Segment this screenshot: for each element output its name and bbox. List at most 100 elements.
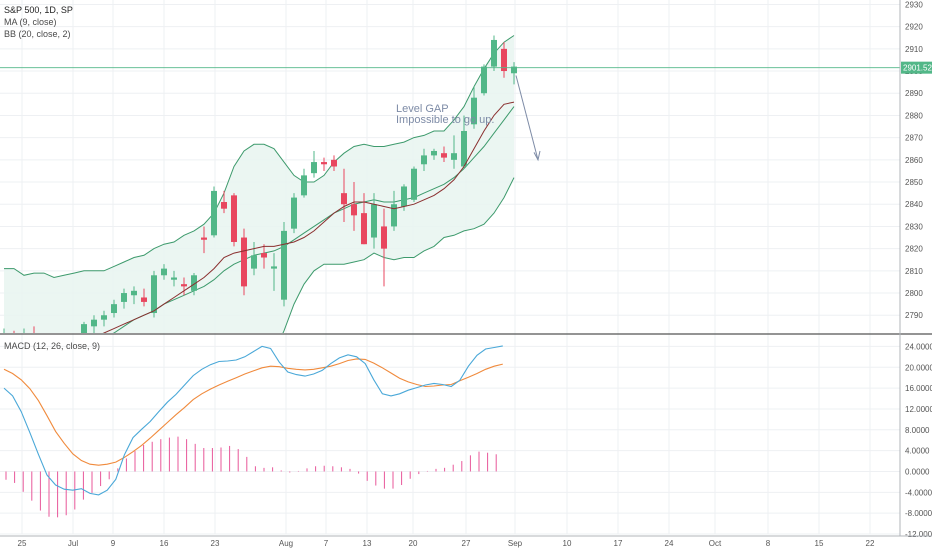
candle-body	[481, 66, 487, 94]
macd-tick-label: -8.0000	[905, 509, 932, 518]
bb-fill	[4, 35, 514, 333]
legend-symbol[interactable]: S&P 500, 1D, SP	[4, 5, 73, 15]
candle-body	[191, 275, 197, 291]
candle-body	[241, 237, 247, 287]
price-tick-label: 2790	[905, 311, 923, 320]
price-tick-label: 2930	[905, 0, 923, 9]
candle-body	[151, 275, 157, 314]
candle-body	[351, 204, 357, 216]
candle-body	[261, 253, 267, 258]
x-tick-label: 27	[462, 539, 471, 548]
x-tick-label: 24	[665, 539, 674, 548]
candle-body	[181, 284, 187, 287]
candle-body	[511, 66, 517, 74]
candle-body	[91, 319, 97, 327]
candle-body	[251, 255, 257, 269]
macd-tick-label: 16.0000	[905, 384, 932, 393]
macd-tick-label: 0.0000	[905, 467, 930, 476]
macd-tick-label: -12.0000	[905, 530, 932, 539]
macd-tick-label: 4.0000	[905, 447, 930, 456]
candle-body	[291, 197, 297, 229]
candle-body	[271, 266, 277, 269]
x-tick-label: 16	[160, 539, 169, 548]
candle-body	[101, 315, 107, 320]
x-tick-label: 9	[111, 539, 116, 548]
macd-tick-label: 20.0000	[905, 363, 932, 372]
price-tick-label: 2850	[905, 178, 923, 187]
legend-bb[interactable]: BB (20, close, 2)	[4, 29, 71, 39]
x-tick-label: 10	[563, 539, 572, 548]
x-tick-label: Aug	[279, 539, 293, 548]
candle-body	[361, 213, 367, 245]
candle-body	[301, 175, 307, 196]
candle-body	[121, 293, 127, 302]
x-tick-label: 20	[409, 539, 418, 548]
last-price-tag	[901, 61, 932, 74]
macd-tick-label: 24.0000	[905, 342, 932, 351]
bb-lower-line	[282, 177, 515, 333]
x-tick-label: Oct	[709, 539, 722, 548]
price-tick-label: 2810	[905, 267, 923, 276]
candle-body	[501, 48, 507, 72]
x-tick-label: 7	[324, 539, 329, 548]
x-tick-label: 25	[18, 539, 27, 548]
candle-body	[231, 195, 237, 242]
legend-macd[interactable]: MACD (12, 26, close, 9)	[4, 341, 101, 351]
macd-tick-label: -4.0000	[905, 488, 932, 497]
bollinger-bands	[4, 35, 515, 333]
ma-line	[102, 101, 515, 333]
candle-body	[341, 193, 347, 205]
candle-body	[131, 290, 137, 296]
candle-body	[431, 150, 437, 156]
candle-body	[391, 204, 397, 227]
bb-middle-line	[112, 106, 515, 333]
x-tick-label: 17	[614, 539, 623, 548]
price-tick-label: 2860	[905, 156, 923, 165]
price-tick-label: 2920	[905, 23, 923, 32]
x-tick-label: 8	[766, 539, 771, 548]
x-tick-label: 22	[866, 539, 875, 548]
price-tick-label: 2910	[905, 45, 923, 54]
candle-body	[211, 190, 217, 236]
candle-body	[371, 204, 377, 238]
candle-body	[171, 277, 177, 280]
macd-panel	[3, 345, 503, 518]
signal-line	[3, 358, 503, 466]
x-tick-label: Sep	[508, 539, 523, 548]
candle-body	[221, 202, 227, 209]
last-price-label: 2901.52	[903, 64, 932, 73]
bb-upper-line	[4, 35, 515, 279]
candle-body	[141, 297, 147, 302]
x-tick-label: 13	[363, 539, 372, 548]
candle-body	[381, 226, 387, 249]
price-tick-label: 2880	[905, 111, 923, 120]
macd-line	[3, 345, 503, 496]
annotation-arrowhead	[533, 150, 541, 162]
price-tick-label: 2820	[905, 245, 923, 254]
price-tick-label: 2840	[905, 200, 923, 209]
candle-body	[201, 237, 207, 240]
candle-body	[411, 168, 417, 200]
candle-body	[311, 162, 317, 174]
candle-body	[471, 97, 477, 125]
annotation-line-2: Impossible to go up.	[396, 114, 494, 126]
candle-body	[461, 130, 467, 167]
candle-body	[421, 155, 427, 165]
candle-body	[401, 186, 407, 207]
candlesticks	[3, 35, 517, 333]
price-tick-label: 2800	[905, 289, 923, 298]
legend-ma[interactable]: MA (9, close)	[4, 17, 57, 27]
candle-body	[491, 39, 497, 67]
macd-tick-label: 12.0000	[905, 405, 932, 414]
price-tick-label: 2870	[905, 134, 923, 143]
macd-legend: MACD (12, 26, close, 9)	[4, 340, 100, 352]
candle-body	[331, 159, 337, 167]
annotation-arrow	[515, 75, 539, 160]
x-tick-label: 23	[211, 539, 220, 548]
candle-body	[441, 153, 447, 158]
macd-tick-label: 8.0000	[905, 426, 930, 435]
x-tick-label: Jul	[68, 539, 78, 548]
